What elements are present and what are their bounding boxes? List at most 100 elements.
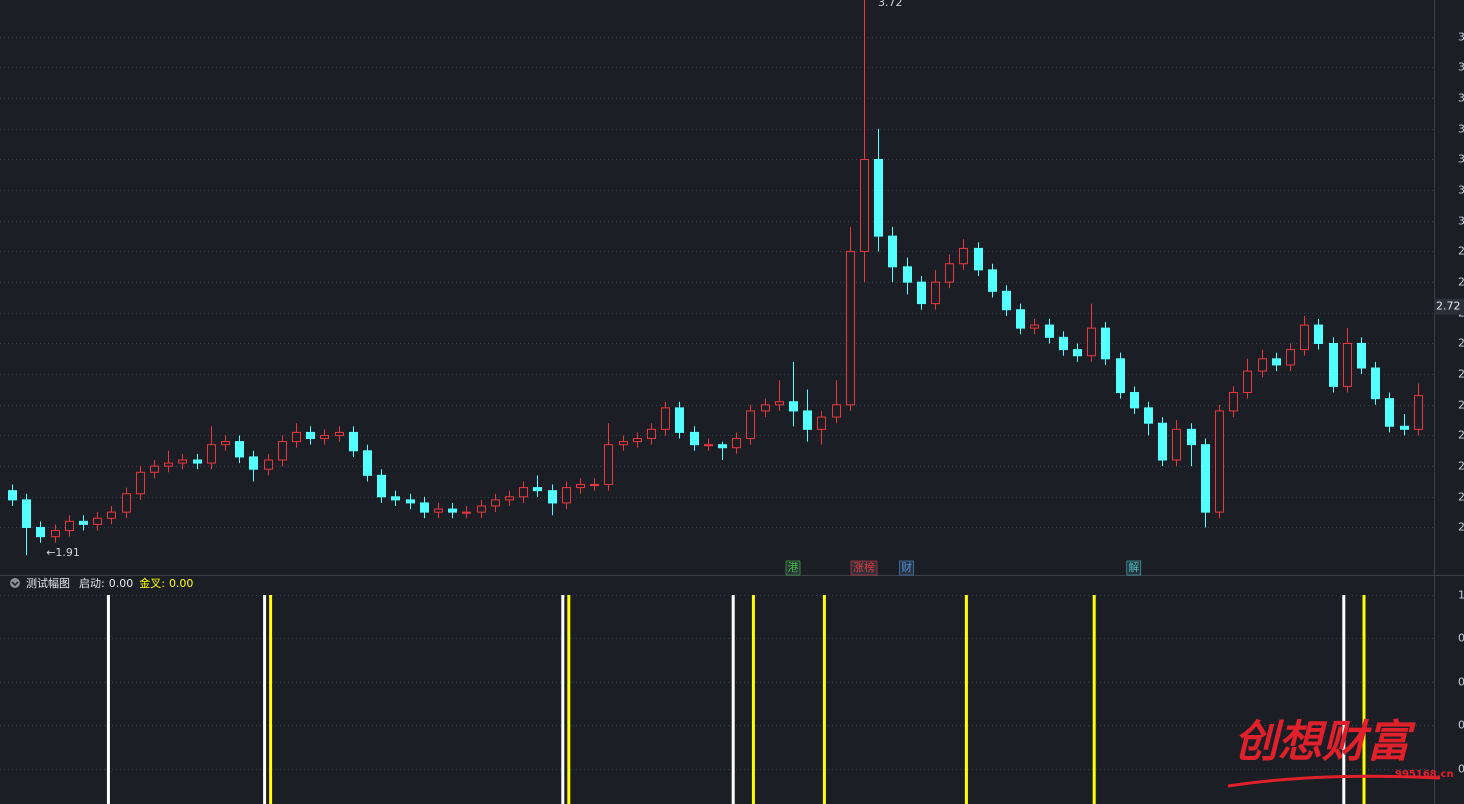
candle-body [1045,324,1054,338]
candle-body [690,431,699,446]
candle-body [306,431,315,440]
candle-body [1229,392,1238,412]
y-tick-label: 2 [1458,245,1464,258]
candle-body [917,281,926,305]
candle-body [846,250,855,406]
candle-body [1087,327,1096,357]
candle-body [1059,336,1068,351]
y-tick-label: 2 [1458,399,1464,412]
candle-body [320,434,329,440]
indicator-title: 测试幅图 [26,577,70,590]
candle-body [647,428,656,440]
event-badge[interactable] [1126,560,1142,576]
candle-body [8,490,17,501]
candle-body [36,526,45,538]
event-badge[interactable] [899,560,914,576]
y-tick-label: 3 [1458,61,1464,74]
y-tick-label: 3 [1458,215,1464,228]
candle-body [1130,392,1139,409]
candle-body [533,487,542,492]
candle-body [619,441,628,446]
y-tick-label: 2 [1458,276,1464,289]
candle-body [391,496,400,501]
candle-body [164,462,173,467]
candle-body [761,404,770,412]
y-tick-label: 3 [1458,92,1464,105]
candle-body [505,496,514,501]
candle-body [1357,342,1366,369]
candle-body [1243,370,1252,394]
y-tick-label: 2 [1458,521,1464,534]
legend-name[interactable]: 启动: [79,577,105,590]
y-tick-label: 1 [1458,589,1464,602]
candle-body [278,441,287,461]
y-tick-label: 3 [1458,153,1464,166]
candle-body [931,281,940,305]
candle-body [604,444,613,486]
candle-body [1286,349,1295,366]
candle-body [704,444,713,447]
candle-body [1201,444,1210,513]
candle-body [718,444,727,449]
candle-body [1329,342,1338,387]
candle-body [959,247,968,265]
candle-body [1073,349,1082,357]
candle-body [406,499,415,504]
y-tick-label: 0 [1458,676,1464,689]
candle-body [264,459,273,470]
legend-name[interactable]: 金叉: [139,576,165,590]
candle-body [1030,324,1039,329]
collapse-arrow [11,581,19,587]
candle-body [1272,358,1281,366]
candle-body [789,401,798,412]
candle-body [1144,407,1153,424]
candle-body [1314,324,1323,344]
y-tick-label: 3 [1458,184,1464,197]
y-tick-label: 0 [1458,763,1464,776]
last-price: 2.72 [1436,300,1461,313]
y-tick-label: 3 [1458,123,1464,136]
candle-body [1172,428,1181,461]
candle-body [803,410,812,430]
y-tick-label: 2 [1458,460,1464,473]
candle-body [519,487,528,498]
candle-body [1002,290,1011,311]
candle-body [1187,428,1196,446]
candle-body [249,456,258,470]
candle-body [746,410,755,440]
candle-body [1258,358,1267,372]
candle-body [576,484,585,489]
candle-body [448,508,457,513]
candle-body [1016,309,1025,329]
candle-body [221,441,230,446]
candle-body [1116,358,1125,394]
y-tick-label: 2 [1458,491,1464,504]
candle-body [1101,327,1110,360]
y-tick-label: 3 [1458,31,1464,44]
candle-body [292,431,301,443]
collapse-icon[interactable] [10,578,20,588]
candle-body [491,499,500,507]
candle-body [434,508,443,513]
candle-body [93,517,102,525]
candle-body [817,416,826,430]
candle-body [349,431,358,452]
event-badge[interactable] [850,560,878,576]
legend-value: 0.00 [109,577,134,590]
event-label: 解 [1128,560,1139,574]
candle-body [193,459,202,464]
candle-body [548,490,557,504]
y-tick-label: 2 [1458,429,1464,442]
watermark-url: 995168.cn [1395,769,1454,780]
candle-body [888,235,897,268]
candle-body [1371,367,1380,400]
candle-body [988,269,997,292]
candle-body [1215,410,1224,513]
candle-body [562,487,571,504]
candle-body [22,499,31,528]
event-badge[interactable] [785,560,801,576]
event-label: 港 [788,561,799,574]
watermark-swoosh [1227,774,1441,788]
